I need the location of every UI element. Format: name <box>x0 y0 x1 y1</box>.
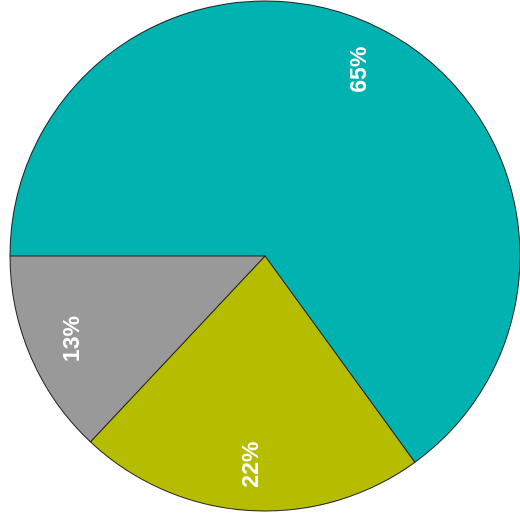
slice-label: 22% <box>237 442 263 488</box>
slice-label: 13% <box>58 316 84 362</box>
pie-slice <box>9 0 520 463</box>
slice-label: 65% <box>345 47 371 93</box>
pie-slice <box>89 255 416 512</box>
pie-slice <box>9 255 267 443</box>
